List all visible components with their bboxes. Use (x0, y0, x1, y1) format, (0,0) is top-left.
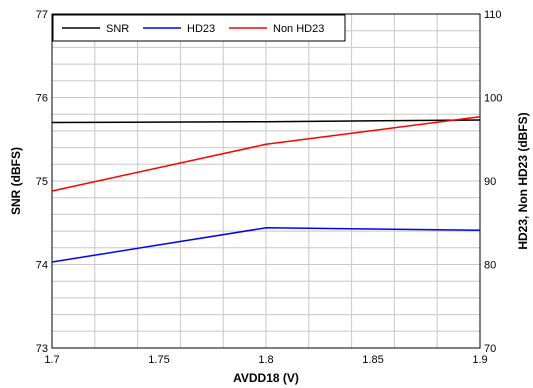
y-left-tick-label: 76 (36, 93, 48, 105)
y-left-tick-label: 73 (36, 343, 48, 355)
y-axis-left-label: SNR (dBFS) (9, 147, 23, 215)
y-right-tick-label: 80 (484, 260, 496, 272)
x-tick-label: 1.85 (362, 354, 383, 366)
series-line-hd23 (51, 227, 481, 263)
legend-box (52, 14, 346, 42)
y-right-tick-label: 100 (484, 93, 502, 105)
grid (52, 14, 480, 348)
legend: SNR HD23 Non HD23 (52, 14, 346, 42)
plot-area-border (51, 13, 481, 349)
tick-labels: 1.7 1.75 1.8 1.85 1.9 73 74 75 76 77 70 80 90 100 110 (36, 9, 503, 366)
legend-label-non-hd23: Non HD23 (273, 23, 324, 35)
y-right-tick-label: 110 (484, 9, 502, 21)
x-tick-label: 1.7 (44, 354, 59, 366)
y-right-tick-label: 90 (484, 176, 496, 188)
series-lines (51, 115, 481, 263)
legend-label-hd23: HD23 (187, 23, 215, 35)
y-right-tick-label: 70 (484, 343, 496, 355)
series-line-snr (51, 119, 481, 124)
legend-label-snr: SNR (106, 23, 129, 35)
y-left-tick-label: 74 (36, 260, 48, 272)
x-tick-label: 1.8 (258, 354, 273, 366)
y-left-tick-label: 77 (36, 9, 48, 21)
x-tick-label: 1.75 (148, 354, 169, 366)
series-line-non-hd23 (51, 115, 481, 192)
y-axis-right-label: HD23, Non HD23 (dBFS) (516, 112, 530, 249)
x-tick-label: 1.9 (472, 354, 487, 366)
x-axis-label: AVDD18 (V) (233, 371, 299, 385)
y-left-tick-label: 75 (36, 176, 48, 188)
